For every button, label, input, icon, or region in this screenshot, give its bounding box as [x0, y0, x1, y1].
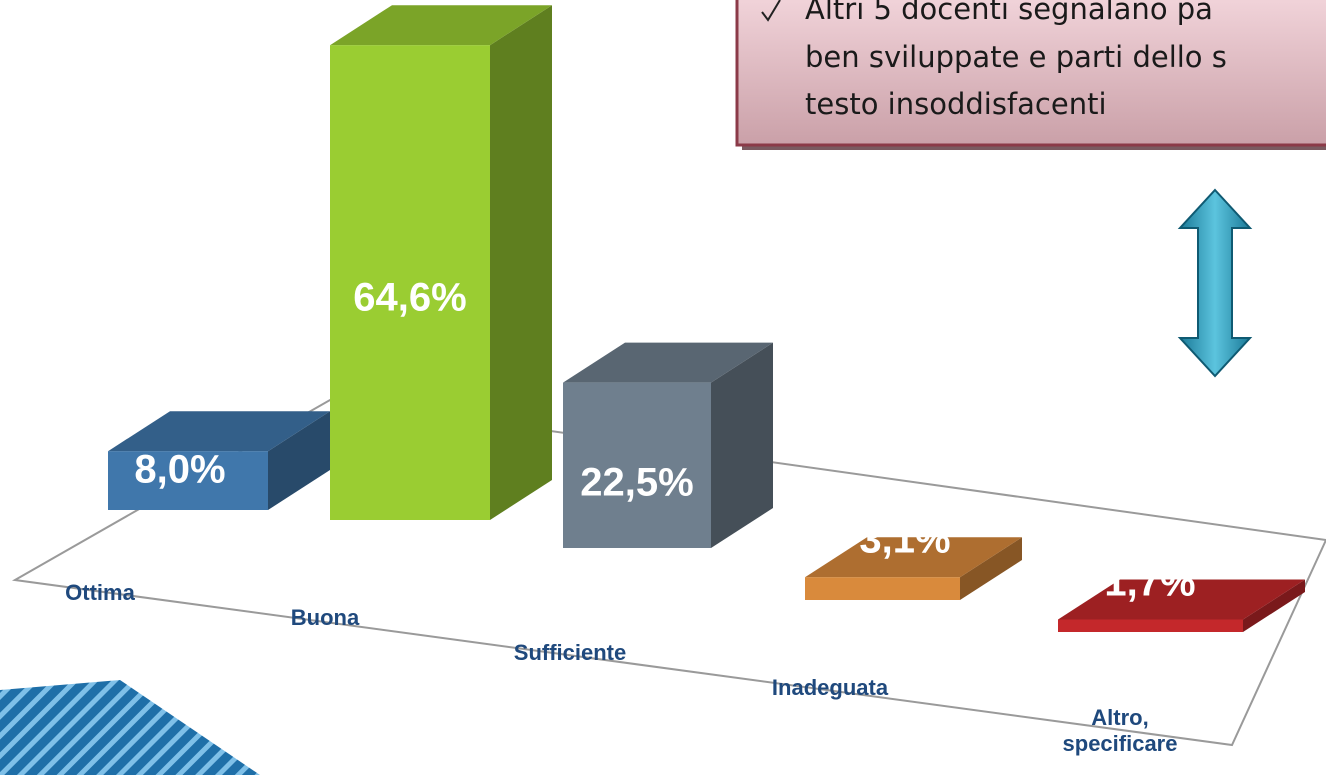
- bar: [330, 45, 490, 520]
- category-label: Ottima: [65, 580, 135, 605]
- bar-top: [108, 411, 330, 452]
- bar-side: [490, 5, 552, 520]
- bar-side: [711, 342, 773, 548]
- bar-top: [805, 537, 1022, 578]
- double-arrow: [1177, 188, 1253, 378]
- data-label: 22,5%: [580, 461, 693, 505]
- category-label: Inadeguata: [771, 675, 889, 700]
- bar: [108, 451, 268, 510]
- data-label: 8,0%: [134, 448, 225, 492]
- note-box: [735, 0, 1326, 147]
- category-label: Sufficiente: [513, 640, 627, 665]
- data-label: 64,6%: [353, 276, 466, 320]
- note-line: testo insoddisfacenti: [805, 87, 1107, 121]
- note-line: Altri 5 docenti segnalano pa: [805, 0, 1213, 26]
- decoration: [0, 680, 260, 775]
- bullet: [761, 0, 781, 22]
- bar-side: [268, 411, 330, 510]
- data-label: 3,1%: [859, 518, 950, 562]
- bar-side: [960, 537, 1022, 600]
- bar-top: [563, 342, 773, 383]
- bar-top: [330, 5, 552, 46]
- bar: [805, 577, 960, 600]
- note-line: ben sviluppate e parti dello s: [805, 40, 1227, 74]
- bar-side: [1243, 579, 1305, 632]
- category-label: Altro, specificare: [1062, 705, 1178, 756]
- category-label: Buona: [290, 605, 360, 630]
- bar: [1058, 619, 1243, 632]
- bar-top: [1058, 579, 1305, 620]
- data-label: 1,7%: [1104, 561, 1195, 605]
- bar: [563, 382, 711, 548]
